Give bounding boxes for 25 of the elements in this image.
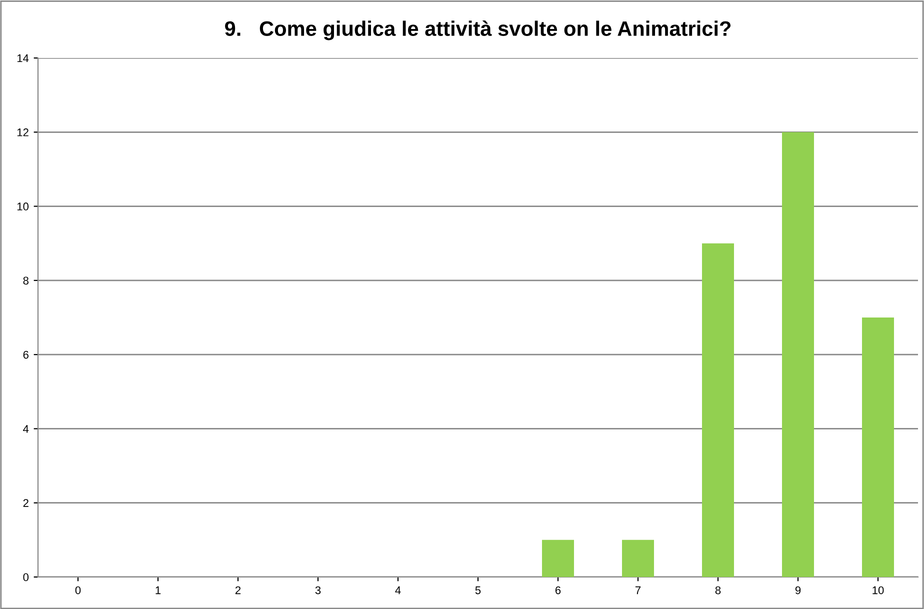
x-tick-label: 2 bbox=[235, 586, 241, 594]
bar bbox=[782, 132, 814, 577]
x-tick-label: 7 bbox=[635, 586, 641, 594]
x-tick-label: 0 bbox=[75, 586, 81, 594]
y-tick-label: 6 bbox=[23, 350, 28, 359]
x-tick-label: 10 bbox=[872, 586, 884, 594]
x-tick-label: 5 bbox=[475, 586, 481, 594]
y-tick-label: 0 bbox=[23, 573, 29, 582]
y-tick-label: 4 bbox=[23, 425, 29, 433]
x-tick-label: 4 bbox=[395, 586, 401, 594]
bar bbox=[862, 318, 894, 577]
bar bbox=[542, 540, 574, 577]
chart-title: 9. Come giudica le attività svolte on le Animatrici? bbox=[225, 20, 731, 40]
y-tick-label: 10 bbox=[17, 202, 29, 210]
x-tick-label: 8 bbox=[715, 586, 721, 594]
y-tick-label: 2 bbox=[23, 499, 28, 507]
x-tick-label: 3 bbox=[315, 586, 321, 594]
x-tick-label: 6 bbox=[555, 586, 561, 594]
y-tick-label: 12 bbox=[17, 128, 28, 136]
y-tick-label: 14 bbox=[17, 54, 29, 62]
y-tick-label: 8 bbox=[23, 276, 28, 285]
x-tick-label: 1 bbox=[156, 586, 161, 594]
bar bbox=[622, 540, 654, 577]
x-tick-label: 9 bbox=[795, 586, 801, 594]
bar bbox=[702, 243, 734, 577]
